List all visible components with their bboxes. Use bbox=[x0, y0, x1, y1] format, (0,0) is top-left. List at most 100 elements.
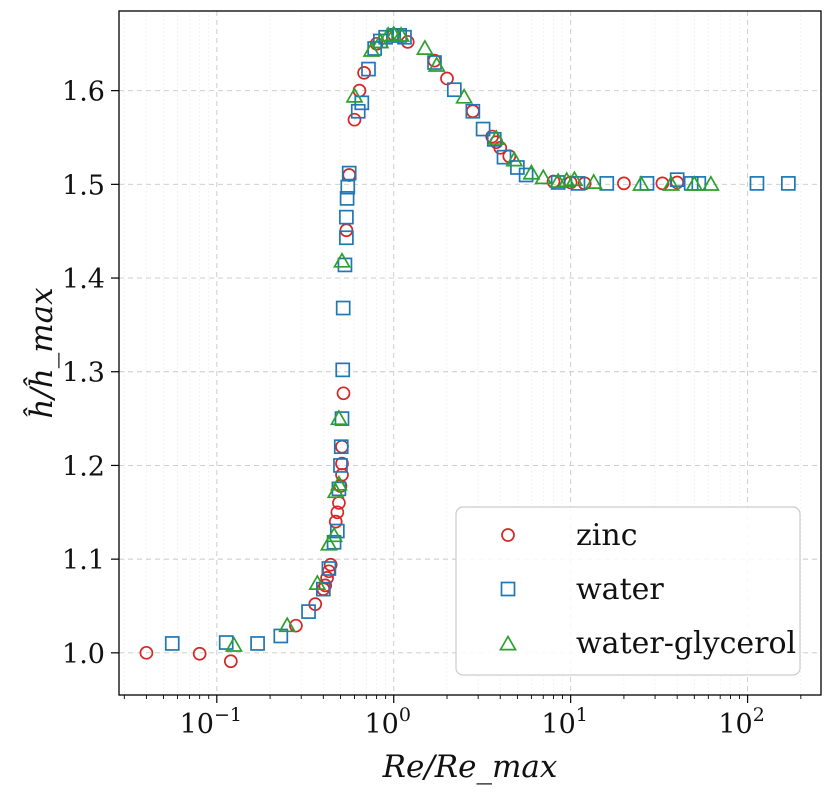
y-tick-labels: 1.0 1.1 1.2 1.3 1.4 1.5 1.6 bbox=[62, 77, 105, 670]
legend-marker-water bbox=[500, 581, 516, 597]
water-point bbox=[164, 636, 180, 651]
zinc-point bbox=[192, 646, 207, 661]
water-glycerol-point bbox=[455, 87, 474, 104]
water-point bbox=[350, 103, 366, 119]
water-glycerol-point bbox=[427, 56, 446, 72]
legend-label-zinc: zinc bbox=[576, 518, 638, 553]
water-point bbox=[361, 61, 376, 77]
water-point bbox=[465, 103, 481, 119]
zinc-point bbox=[289, 618, 303, 633]
plot-frame bbox=[118, 10, 822, 696]
water-point bbox=[335, 300, 351, 316]
y-tick-label: 1.3 bbox=[62, 358, 105, 389]
legend-label-water-glycerol: water-glycerol bbox=[576, 626, 796, 661]
water-glycerol-point bbox=[487, 129, 506, 145]
y-tick-label: 1.1 bbox=[62, 545, 105, 576]
zinc-point bbox=[465, 104, 480, 119]
legend-frame bbox=[455, 506, 801, 676]
water-glycerol-point bbox=[329, 474, 348, 491]
water-point bbox=[496, 149, 512, 165]
x-tick-labels: 10−1 100 101 102 bbox=[180, 704, 765, 740]
water-point bbox=[301, 604, 316, 619]
y-tick-label: 1.6 bbox=[62, 77, 105, 108]
y-tick-label: 1.2 bbox=[62, 451, 105, 482]
water-glycerol-point bbox=[662, 175, 681, 191]
water-point bbox=[329, 523, 345, 539]
legend-marker-water-glycerol bbox=[499, 634, 517, 651]
water-point bbox=[339, 230, 354, 246]
water-point bbox=[333, 458, 348, 473]
water-point bbox=[475, 121, 491, 137]
zinc-point bbox=[335, 456, 349, 471]
zinc-point bbox=[223, 654, 238, 669]
water-point bbox=[326, 534, 342, 550]
y-tick-label: 1.0 bbox=[62, 639, 105, 670]
axis-ticks bbox=[111, 90, 802, 703]
zinc-point bbox=[323, 557, 338, 572]
zinc-point bbox=[139, 645, 154, 660]
water-point bbox=[341, 165, 357, 181]
water-glycerol-point bbox=[224, 636, 243, 652]
water-glycerol-point bbox=[534, 168, 553, 185]
legend-marker-zinc bbox=[501, 528, 515, 542]
x-tick-label: 100 bbox=[365, 704, 411, 740]
water-glycerol-point bbox=[505, 150, 524, 167]
water-glycerol-point bbox=[333, 251, 351, 268]
water-point bbox=[218, 635, 234, 650]
water-glycerol-point bbox=[685, 175, 704, 191]
water-point bbox=[335, 362, 351, 378]
water-glycerol-point bbox=[362, 41, 381, 57]
water-point bbox=[339, 209, 354, 225]
x-tick-label: 10−1 bbox=[180, 704, 242, 740]
water-point bbox=[397, 29, 412, 45]
water-point bbox=[446, 82, 462, 98]
water-point bbox=[599, 176, 615, 191]
water-glycerol-point bbox=[522, 163, 541, 180]
zinc-point bbox=[336, 386, 351, 401]
water-point bbox=[749, 176, 765, 191]
zinc-point bbox=[320, 571, 334, 585]
water-point bbox=[354, 95, 370, 111]
water-glycerol-point bbox=[329, 409, 348, 426]
zinc-point bbox=[328, 514, 343, 529]
water-glycerol-point bbox=[701, 175, 720, 191]
water-point bbox=[250, 636, 265, 651]
y-tick-label: 1.5 bbox=[62, 170, 105, 201]
water-point bbox=[340, 179, 356, 195]
water-glycerol-point bbox=[345, 87, 364, 103]
water-point bbox=[321, 561, 337, 576]
water-point bbox=[427, 55, 442, 70]
water-glycerol-point bbox=[392, 26, 411, 42]
zinc-point bbox=[330, 505, 345, 520]
data-points bbox=[139, 25, 796, 669]
y-tick-label: 1.4 bbox=[62, 264, 105, 295]
legend-label-water: water bbox=[576, 572, 664, 607]
zinc-point bbox=[335, 439, 349, 454]
water-point bbox=[518, 167, 534, 183]
x-axis-label: Re/Re_max bbox=[382, 749, 558, 785]
water-point bbox=[333, 439, 349, 455]
zinc-point bbox=[347, 112, 362, 127]
x-tick-label: 101 bbox=[541, 704, 587, 740]
water-glycerol-point bbox=[308, 574, 327, 590]
zinc-point bbox=[617, 176, 631, 191]
water-glycerol-point bbox=[325, 526, 344, 543]
water-point bbox=[550, 175, 566, 190]
y-axis-label: ĥ/ĥ_max bbox=[22, 287, 60, 419]
series-water-glycerol bbox=[224, 25, 720, 652]
legend: zinc water water-glycerol bbox=[455, 506, 801, 676]
x-tick-label: 102 bbox=[718, 704, 764, 740]
zinc-point bbox=[339, 223, 354, 238]
water-glycerol-point bbox=[632, 175, 651, 191]
zinc-point bbox=[318, 578, 333, 593]
water-glycerol-point bbox=[326, 482, 345, 499]
water-glycerol-point bbox=[584, 173, 603, 189]
water-glycerol-point bbox=[278, 616, 297, 633]
water-glycerol-point bbox=[565, 170, 584, 187]
water-point bbox=[510, 160, 525, 175]
water-glycerol-point bbox=[415, 39, 434, 55]
water-glycerol-point bbox=[379, 26, 398, 42]
water-glycerol-point bbox=[319, 534, 338, 551]
zinc-point bbox=[357, 65, 371, 80]
